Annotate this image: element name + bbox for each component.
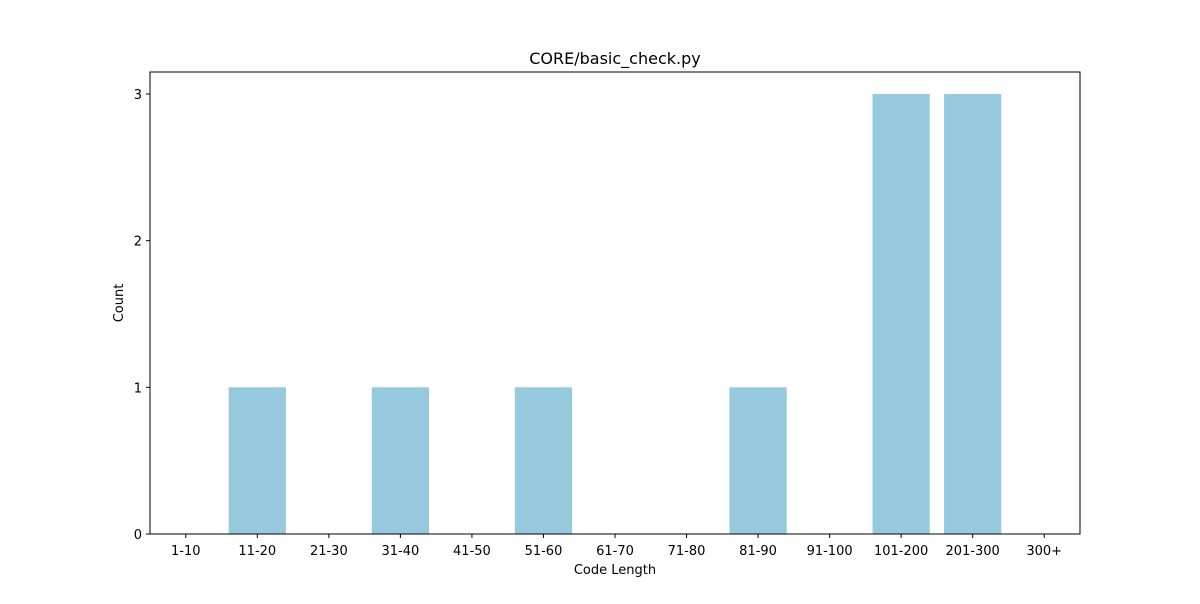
x-tick-label: 81-90 [739, 544, 777, 559]
x-tick-label: 51-60 [525, 544, 563, 559]
x-tick-label: 21-30 [310, 544, 348, 559]
x-tick-label: 61-70 [596, 544, 634, 559]
plot-frame [149, 71, 1081, 535]
x-axis-label: Code Length [574, 563, 656, 578]
bar-11-20 [228, 387, 286, 534]
y-axis-ticks: 0 1 2 3 [134, 88, 150, 543]
bar-51-60 [514, 387, 573, 534]
bar-101-200 [872, 94, 930, 534]
x-tick-label: 300+ [1026, 544, 1062, 559]
chart-title: CORE/basic_check.py [529, 49, 700, 69]
y-axis-label: Count [112, 284, 127, 323]
x-tick-label: 91-100 [807, 544, 853, 559]
y-tick-label: 2 [134, 235, 142, 250]
bar-31-40 [371, 387, 429, 534]
x-tick-label: 201-300 [946, 544, 1000, 559]
x-tick-label: 1-10 [171, 544, 201, 559]
bar-81-90 [729, 387, 787, 534]
x-axis-ticks: 1-10 11-20 21-30 31-40 41-50 51-60 61-70 71-80 8… [171, 534, 1062, 559]
bar-201-300 [944, 94, 1002, 534]
x-tick-label: 31-40 [381, 544, 419, 559]
x-tick-label: 71-80 [668, 544, 706, 559]
x-tick-label: 11-20 [238, 544, 276, 559]
x-tick-label: 101-200 [874, 544, 928, 559]
y-tick-label: 1 [134, 381, 142, 396]
y-tick-label: 0 [134, 528, 142, 543]
y-tick-label: 3 [134, 88, 142, 103]
bars-layer [228, 94, 1002, 534]
x-tick-label: 41-50 [453, 544, 491, 559]
